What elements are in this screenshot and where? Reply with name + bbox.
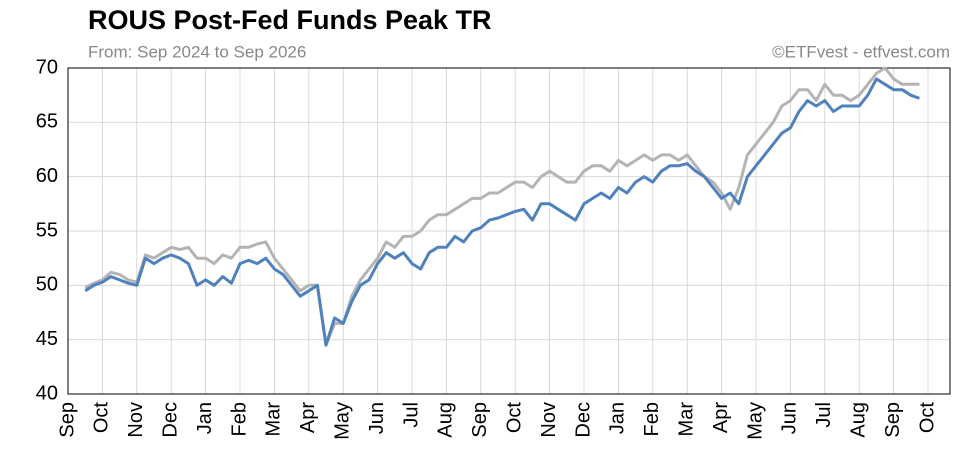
x-tick-label: Sep <box>469 402 491 438</box>
x-tick-label: Dec <box>159 402 181 438</box>
x-tick-label: Jan <box>194 402 216 434</box>
x-tick-label: Oct <box>916 402 938 434</box>
x-tick-label: Feb <box>641 402 663 436</box>
x-tick-label: May <box>744 402 766 440</box>
y-tick-label: 45 <box>36 328 58 350</box>
x-tick-label: Jun <box>366 402 388 434</box>
y-tick-label: 65 <box>36 111 58 133</box>
y-tick-label: 70 <box>36 56 58 78</box>
x-tick-label: Sep <box>56 402 78 438</box>
annotation: ©ETFvest - etfvest.com <box>772 42 950 61</box>
x-tick-label: Nov <box>125 402 147 438</box>
x-tick-label: Aug <box>435 402 457 438</box>
x-tick-label: Jan <box>607 402 629 434</box>
x-tick-label: Jun <box>779 402 801 434</box>
x-tick-label: Mar <box>263 402 285 437</box>
x-tick-label: Mar <box>675 402 697 437</box>
line-series <box>84 77 920 347</box>
x-tick-label: Feb <box>228 402 250 436</box>
x-tick-label: Jul <box>400 402 422 428</box>
line-series <box>84 66 920 347</box>
x-tick-label: Jul <box>813 402 835 428</box>
x-tick-label: Sep <box>882 402 904 438</box>
x-tick-label: May <box>331 402 353 440</box>
x-tick-label: Oct <box>91 402 113 434</box>
chart-title: ROUS Post-Fed Funds Peak TR <box>88 5 492 35</box>
y-tick-label: 50 <box>36 274 58 296</box>
y-tick-label: 60 <box>36 165 58 187</box>
x-tick-label: Nov <box>538 402 560 438</box>
x-tick-label: Apr <box>710 402 732 433</box>
y-tick-label: 55 <box>36 219 58 241</box>
x-tick-label: Apr <box>297 402 319 433</box>
y-tick-label: 40 <box>36 382 58 404</box>
x-tick-label: Oct <box>503 402 525 434</box>
plot-border <box>67 67 951 395</box>
x-tick-label: Aug <box>847 402 869 438</box>
x-tick-label: Dec <box>572 402 594 438</box>
chart-subtitle: From: Sep 2024 to Sep 2026 <box>88 42 306 61</box>
